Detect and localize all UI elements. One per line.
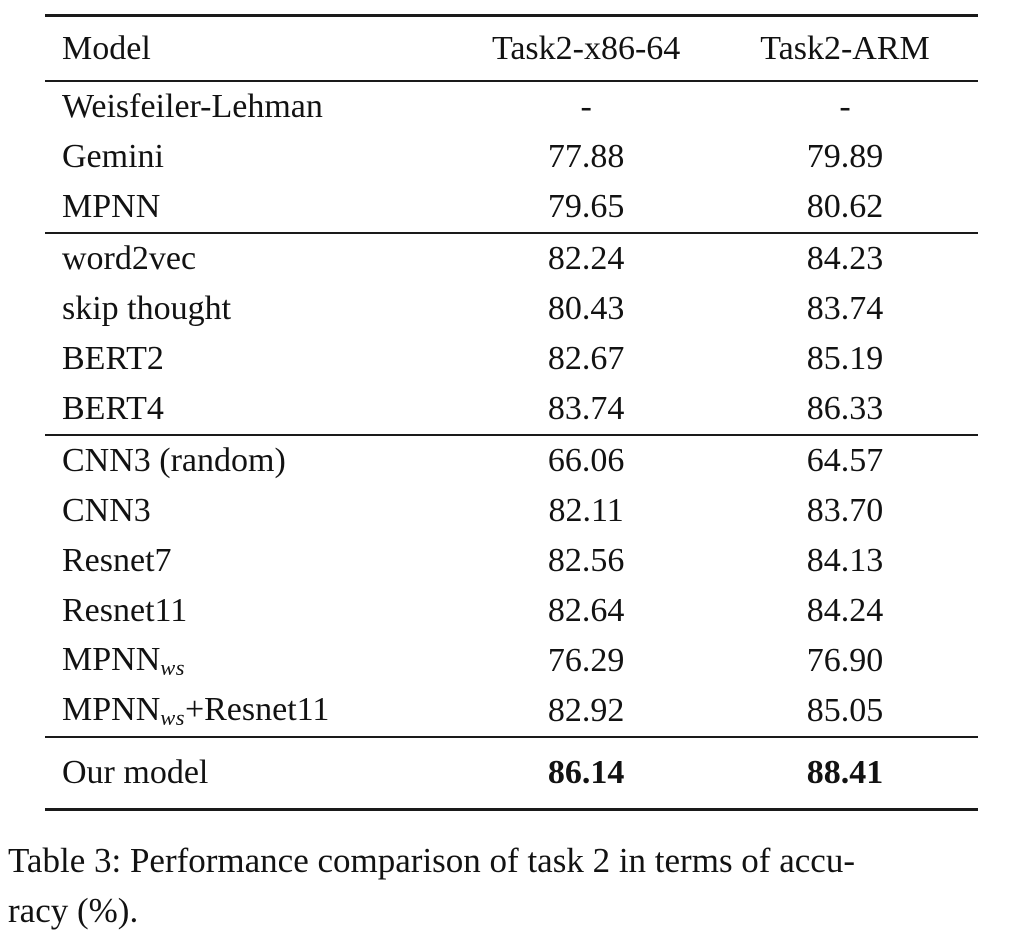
- arm-value: 83.74: [806, 290, 884, 327]
- x86-value: 82.11: [548, 492, 624, 529]
- table-rule-group-1: [45, 232, 978, 234]
- arm-value: 86.33: [806, 390, 884, 427]
- model-name: BERT2: [62, 340, 164, 377]
- table-row-bert4: BERT4 83.74 86.33: [45, 384, 978, 434]
- x86-value: 86.14: [547, 754, 625, 791]
- x86-value: 82.24: [547, 240, 625, 277]
- model-name: Our model: [62, 754, 209, 791]
- x86-value: 80.43: [547, 290, 625, 327]
- table-header-row: Model Task2-x86-64 Task2-ARM: [45, 17, 978, 80]
- model-name: Weisfeiler-Lehman: [62, 88, 323, 125]
- arm-value: 85.19: [806, 340, 884, 377]
- col-header-task2-arm: Task2-ARM: [760, 29, 930, 67]
- arm-value: 88.41: [806, 754, 884, 791]
- table-row-mpnn: MPNN 79.65 80.62: [45, 182, 978, 232]
- table-row-gemini: Gemini 77.88 79.89: [45, 132, 978, 182]
- model-name-subscript: ws: [160, 654, 185, 680]
- arm-value: 85.05: [806, 692, 884, 729]
- model-name-main: MPNN: [62, 640, 161, 678]
- model-name: Resnet11: [62, 592, 188, 629]
- model-name-subscript: ws: [160, 704, 185, 730]
- x86-value: 83.74: [547, 390, 625, 427]
- model-name: skip thought: [62, 290, 232, 327]
- arm-value: 76.90: [806, 642, 884, 679]
- arm-value: 64.57: [806, 442, 884, 479]
- x86-value: 82.64: [547, 592, 625, 629]
- x86-value: 76.29: [547, 642, 625, 679]
- table-row-bert2: BERT2 82.67 85.19: [45, 334, 978, 384]
- table-rule-after-header: [45, 80, 978, 82]
- x86-value: 77.88: [547, 138, 625, 175]
- model-name-suffix: +Resnet11: [184, 690, 330, 728]
- model-name: CNN3 (random): [62, 442, 286, 479]
- arm-value: -: [839, 88, 851, 125]
- caption-line-1: Table 3: Performance comparison of task …: [8, 841, 855, 880]
- caption-line-2: racy (%).: [8, 891, 139, 930]
- col-header-model: Model: [62, 29, 151, 67]
- model-name: CNN3: [62, 492, 151, 529]
- model-name: Gemini: [62, 138, 164, 175]
- model-name: MPNN: [62, 188, 161, 225]
- table-row-skip-thought: skip thought 80.43 83.74: [45, 284, 978, 334]
- x86-value: -: [580, 88, 592, 125]
- arm-value: 84.13: [806, 542, 884, 579]
- table-row-weisfeiler-lehman: Weisfeiler-Lehman - -: [45, 82, 978, 132]
- model-name: MPNNws+Resnet11: [45, 690, 460, 730]
- table-rule-group-2: [45, 434, 978, 436]
- arm-value: 79.89: [806, 138, 884, 175]
- table-row-cnn3: CNN3 82.11 83.70: [45, 486, 978, 536]
- arm-value: 80.62: [806, 188, 884, 225]
- model-name: BERT4: [62, 390, 164, 427]
- x86-value: 66.06: [547, 442, 625, 479]
- model-name: word2vec: [62, 240, 197, 277]
- table-rule-top: [45, 14, 978, 17]
- table-rule-group-3: [45, 736, 978, 738]
- table-caption: Table 3: Performance comparison of task …: [8, 836, 1022, 936]
- arm-value: 84.24: [806, 592, 884, 629]
- table-row-mpnn-ws: MPNNws 76.29 76.90: [45, 636, 978, 686]
- x86-value: 82.56: [547, 542, 625, 579]
- model-name-main: MPNN: [62, 690, 161, 728]
- x86-value: 82.67: [547, 340, 625, 377]
- col-header-task2-x86-64: Task2-x86-64: [491, 29, 681, 67]
- arm-value: 83.70: [806, 492, 884, 529]
- table-row-mpnn-ws-resnet11: MPNNws+Resnet11 82.92 85.05: [45, 686, 978, 736]
- model-name: Resnet7: [62, 542, 172, 579]
- table-row-resnet7: Resnet7 82.56 84.13: [45, 536, 978, 586]
- table-row-word2vec: word2vec 82.24 84.23: [45, 234, 978, 284]
- table-rule-bottom: [45, 808, 978, 811]
- x86-value: 82.92: [547, 692, 625, 729]
- results-table: Model Task2-x86-64 Task2-ARM Weisfeiler-…: [45, 14, 978, 811]
- table-row-resnet11: Resnet11 82.64 84.24: [45, 586, 978, 636]
- table-row-cnn3-random: CNN3 (random) 66.06 64.57: [45, 436, 978, 486]
- x86-value: 79.65: [547, 188, 625, 225]
- model-name: MPNNws: [45, 640, 460, 680]
- arm-value: 84.23: [806, 240, 884, 277]
- table-row-our-model: Our model 86.14 88.41: [45, 738, 978, 808]
